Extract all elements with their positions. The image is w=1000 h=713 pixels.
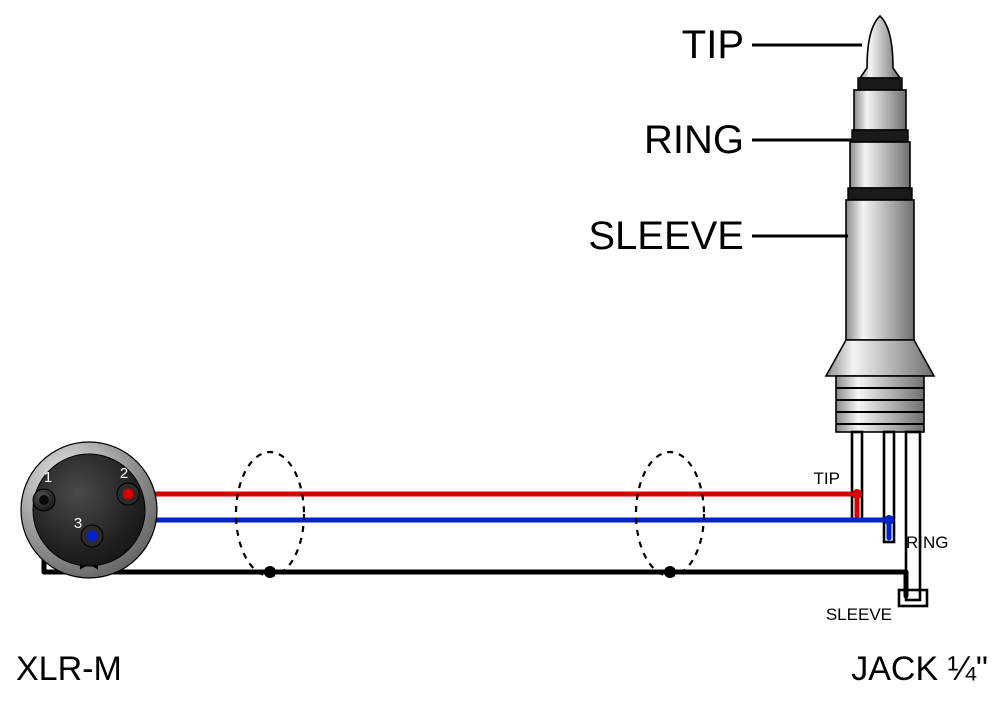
wires: [44, 489, 906, 596]
label-jack-quarter: JACK ¼": [851, 650, 988, 688]
small-label-tip: TIP: [814, 469, 840, 488]
xlr-pin-2-label: 2: [120, 465, 128, 482]
shield-loop-1: [236, 452, 304, 576]
shield-loop-2: [636, 452, 704, 576]
shield-node-2: [664, 566, 676, 578]
label-tip: TIP: [682, 23, 744, 67]
label-xlr-m: XLR-M: [16, 650, 122, 688]
shield-loops: [236, 452, 704, 578]
jack-collar: [826, 340, 934, 376]
wire-shield: [44, 500, 906, 596]
xlr-pin-3-label: 3: [74, 515, 82, 532]
xlr-male-connector: 1 2 3: [21, 442, 157, 578]
wiring-diagram: TIP RING SLEEVE TIP RING SLEEVE: [0, 0, 1000, 713]
wire-hot-end-dot: [852, 489, 862, 499]
jack-lug-sleeve: [899, 432, 927, 606]
small-label-ring: RING: [906, 533, 949, 552]
jack-part-labels: TIP RING SLEEVE: [588, 23, 862, 258]
label-sleeve: SLEEVE: [588, 214, 744, 258]
xlr-pin-1-label: 1: [44, 469, 52, 486]
jack-tip-metal: [854, 90, 906, 130]
shield-node-1: [264, 566, 276, 578]
wire-cold-end-dot: [884, 515, 894, 525]
label-ring: RING: [644, 118, 744, 162]
jack-ring-insulator-top: [852, 130, 908, 142]
small-label-sleeve: SLEEVE: [826, 605, 892, 624]
jack-tip: [860, 16, 900, 78]
jack-ring-metal: [850, 142, 910, 188]
jack-sleeve-insulator: [848, 188, 912, 200]
jack-tip-insulator: [858, 78, 902, 90]
wire-cold: [92, 520, 889, 538]
jack-sleeve-shaft: [846, 200, 914, 340]
